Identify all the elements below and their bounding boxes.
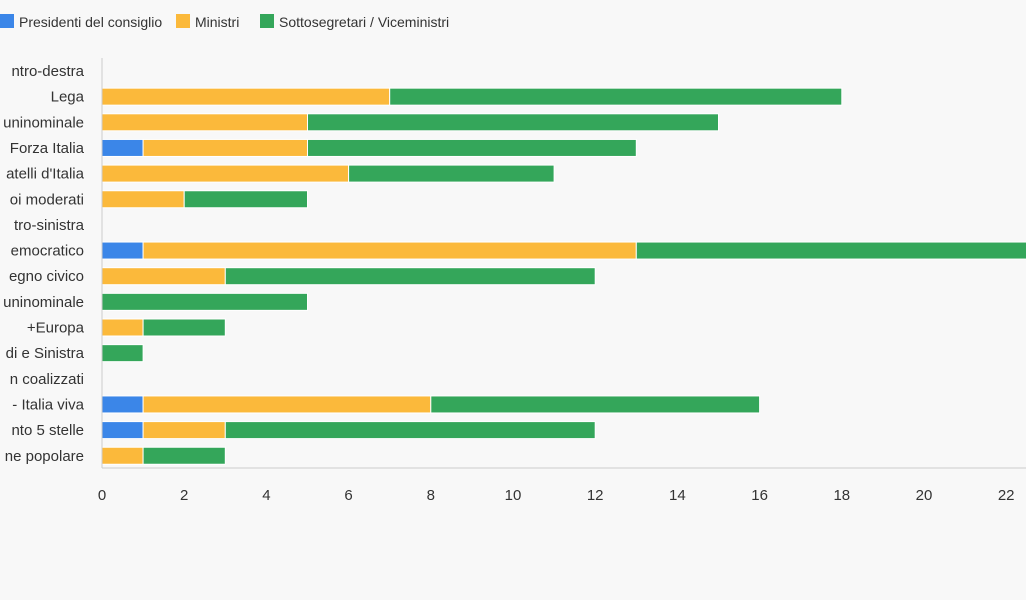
- category-labels: ntro-destra Lega uninominale Forza Italia at…: [3, 63, 85, 465]
- category-label: emocratico: [11, 243, 84, 260]
- bar-segment: [142, 421, 226, 440]
- category-label: di e Sinistra: [6, 345, 85, 362]
- bar-segment: [101, 138, 144, 157]
- bar-segment: [183, 190, 308, 209]
- category-label: ne popolare: [5, 448, 84, 465]
- category-label: egno civico: [9, 268, 84, 285]
- category-label: - Italia viva: [12, 396, 84, 413]
- category-label: oi moderati: [10, 191, 84, 208]
- bar-segment: [101, 344, 144, 363]
- bar-segment: [307, 113, 719, 132]
- bar-segment: [101, 292, 308, 311]
- x-tick-label: 10: [505, 487, 522, 504]
- axes: [101, 58, 1026, 469]
- x-tick-label: 2: [180, 487, 188, 504]
- category-label: tro-sinistra: [14, 217, 85, 234]
- bar-segment: [389, 87, 843, 106]
- bar-segment: [142, 446, 226, 465]
- bar-segment: [101, 113, 308, 132]
- x-tick-label: 12: [587, 487, 604, 504]
- bar-segment: [142, 318, 226, 337]
- x-tick-label: 4: [262, 487, 270, 504]
- category-label: nto 5 stelle: [11, 422, 84, 439]
- bar-segment: [101, 190, 185, 209]
- bar-segment: [224, 421, 596, 440]
- category-label: n coalizzati: [10, 371, 84, 388]
- bar-segment: [101, 318, 144, 337]
- bar-segment: [101, 164, 350, 183]
- bar-segment: [101, 446, 144, 465]
- bar-segment: [142, 138, 308, 157]
- legend-swatch: [176, 14, 190, 28]
- chart-legend: Presidenti del consiglio Ministri Sottoseg…: [0, 14, 449, 30]
- bars-group: [101, 87, 1026, 465]
- bar-segment: [348, 164, 555, 183]
- x-tick-label: 22: [998, 487, 1015, 504]
- bar-segment: [101, 395, 144, 414]
- legend-swatch: [0, 14, 14, 28]
- category-label: uninominale: [3, 294, 84, 311]
- x-tick-label: 6: [344, 487, 352, 504]
- legend-swatch: [260, 14, 274, 28]
- legend-label: Sottosegretari / Viceministri: [279, 14, 449, 30]
- x-tick-labels: 0 2 4 6 8 10 12 14 16 18 20 22: [98, 487, 1015, 504]
- bar-segment: [142, 395, 432, 414]
- bar-segment: [101, 241, 144, 260]
- x-tick-label: 20: [916, 487, 933, 504]
- category-label: Lega: [51, 89, 85, 106]
- legend-label: Ministri: [195, 14, 239, 30]
- bar-segment: [224, 267, 596, 286]
- bar-segment: [142, 241, 637, 260]
- x-tick-label: 18: [833, 487, 850, 504]
- bar-segment: [101, 87, 391, 106]
- x-tick-label: 14: [669, 487, 686, 504]
- category-label: uninominale: [3, 114, 84, 131]
- category-label: atelli d'Italia: [6, 166, 85, 183]
- x-tick-label: 8: [427, 487, 435, 504]
- x-tick-label: 16: [751, 487, 768, 504]
- bar-segment: [430, 395, 761, 414]
- legend-label: Presidenti del consiglio: [19, 14, 162, 30]
- category-label: +Europa: [27, 320, 85, 337]
- bar-segment: [307, 138, 637, 157]
- bar-segment: [101, 421, 144, 440]
- category-label: Forza Italia: [10, 140, 85, 157]
- bar-segment: [635, 241, 1026, 260]
- bar-segment: [101, 267, 226, 286]
- x-tick-label: 0: [98, 487, 106, 504]
- category-label: ntro-destra: [11, 63, 84, 80]
